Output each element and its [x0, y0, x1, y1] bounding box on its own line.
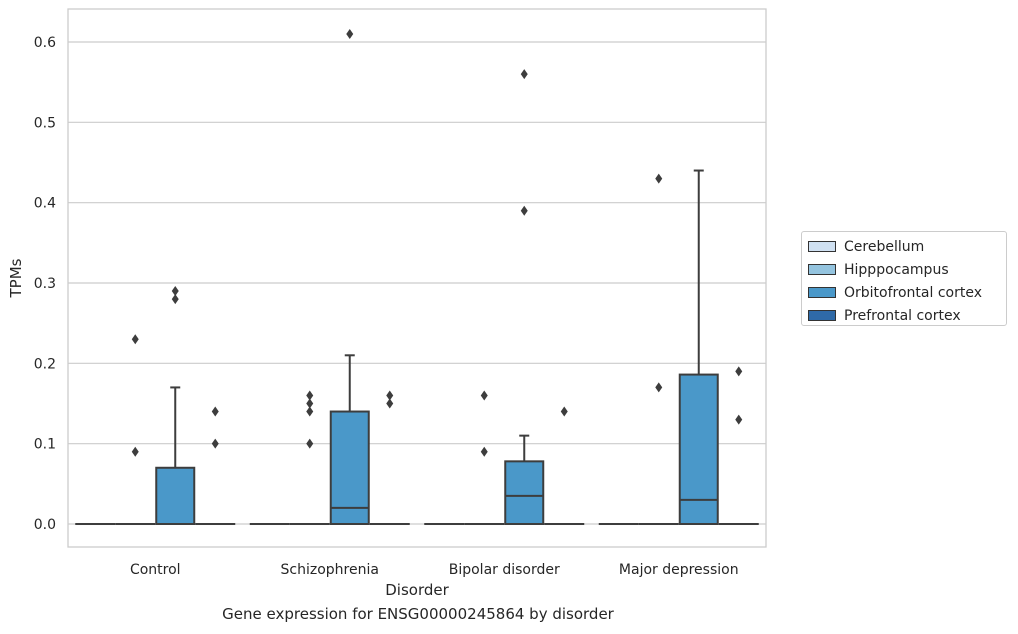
flier-point: [131, 334, 139, 345]
y-tick-label: 0.6: [34, 35, 56, 51]
y-axis-label: TPMs: [7, 258, 25, 298]
flier-point: [346, 28, 354, 39]
y-tick-label: 0.0: [34, 517, 56, 533]
legend-label: Cerebellum: [844, 238, 925, 255]
flier-point: [386, 390, 394, 401]
legend-swatch: [808, 310, 836, 321]
flier-point: [306, 390, 314, 401]
legend-label: Orbitofrontal cortex: [844, 284, 982, 301]
flier-point: [306, 398, 314, 409]
x-tick-labels: Control Schizophrenia Bipolar disorder Majo…: [130, 562, 739, 578]
flier-point: [131, 446, 139, 457]
boxes-layer: [75, 169, 759, 526]
box-orbitofrontal-cortex: [155, 386, 196, 525]
flier-point: [655, 173, 663, 184]
flier-point: [520, 205, 528, 216]
legend-item: Prefrontal cortex: [808, 304, 1006, 327]
legend-item: Orbitofrontal cortex: [808, 281, 1006, 304]
legend-label: Prefrontal cortex: [844, 307, 961, 324]
plot-area-frame: [67, 8, 767, 548]
y-tick-label: 0.2: [34, 356, 56, 372]
legend-swatch: [808, 264, 836, 275]
flier-point: [520, 69, 528, 80]
legend-swatch: [808, 287, 836, 298]
y-tick-label: 0.3: [34, 276, 56, 292]
flier-point: [171, 286, 179, 297]
box-body: [678, 373, 719, 525]
flier-point: [211, 438, 219, 449]
legend-item: Cerebellum: [808, 235, 1006, 258]
y-tick-label: 0.4: [34, 196, 56, 212]
flier-point: [735, 414, 743, 425]
legend-label: Hipppocampus: [844, 261, 949, 278]
x-axis-label: Disorder: [385, 581, 449, 599]
flier-point: [655, 382, 663, 393]
fliers-layer: [131, 28, 743, 457]
x-tick-label: Bipolar disorder: [449, 562, 560, 578]
y-tick-label: 0.1: [34, 437, 56, 453]
legend-swatch: [808, 241, 836, 252]
x-tick-label: Schizophrenia: [281, 562, 379, 578]
flier-point: [386, 398, 394, 409]
y-tick-label: 0.5: [34, 115, 56, 131]
grid-layer: [68, 41, 766, 525]
flier-point: [735, 366, 743, 377]
figure-caption: Gene expression for ENSG00000245864 by d…: [222, 605, 614, 623]
box-orbitofrontal-cortex: [329, 354, 370, 525]
flier-point: [171, 294, 179, 305]
box-body: [155, 466, 196, 525]
box-body: [329, 410, 370, 525]
box-body: [504, 460, 545, 525]
flier-point: [306, 406, 314, 417]
legend: Cerebellum Hipppocampus Orbitofrontal cort…: [801, 231, 1007, 326]
x-tick-label: Control: [130, 562, 181, 578]
box-orbitofrontal-cortex: [504, 434, 545, 525]
flier-point: [480, 446, 488, 457]
y-tick-labels: 0.0 0.1 0.2 0.3 0.4 0.5 0.6: [34, 35, 56, 533]
box-orbitofrontal-cortex: [678, 169, 719, 525]
flier-point: [480, 390, 488, 401]
flier-point: [306, 438, 314, 449]
x-tick-label: Major depression: [619, 562, 739, 578]
legend-item: Hipppocampus: [808, 258, 1006, 281]
flier-point: [211, 406, 219, 417]
flier-point: [560, 406, 568, 417]
